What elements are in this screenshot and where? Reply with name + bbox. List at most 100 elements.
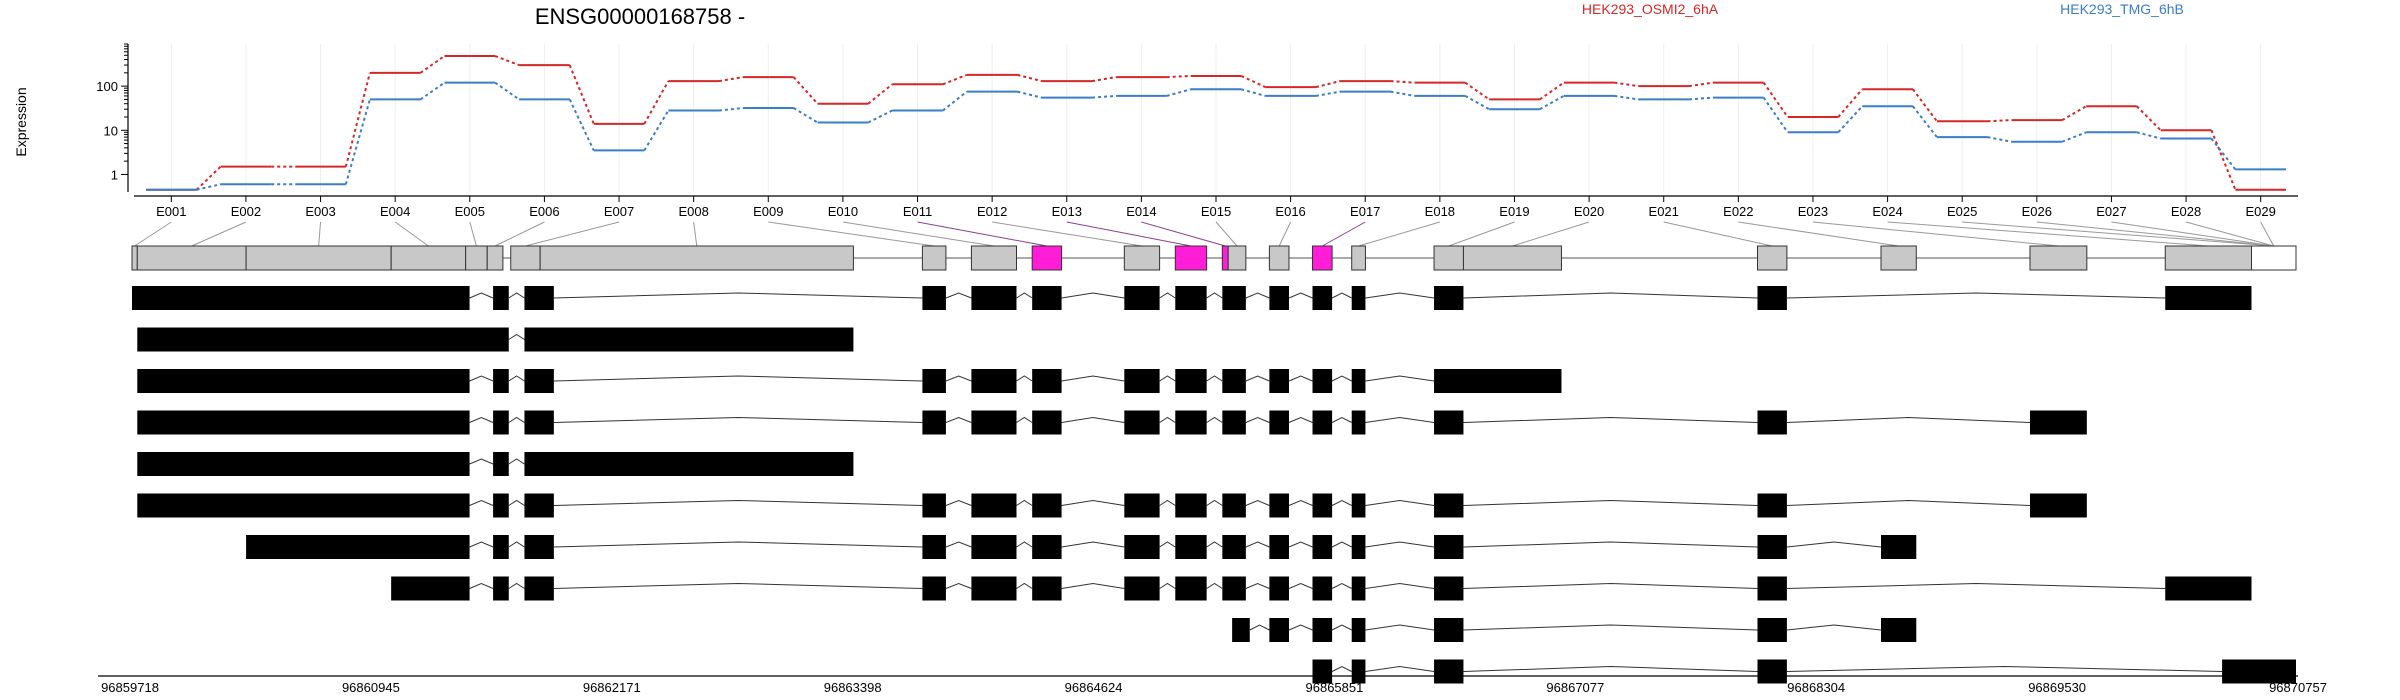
expression-transition — [1539, 95, 1565, 111]
expression-transition — [1987, 119, 2012, 123]
genomic-coordinate-label: 96864624 — [1065, 680, 1123, 695]
expression-transition — [1166, 74, 1191, 79]
intron-line — [1288, 292, 1313, 299]
exon-label: E016 — [1275, 204, 1305, 219]
expression-transition — [1241, 88, 1266, 97]
intron-line — [1365, 582, 1435, 589]
exon-connector — [1738, 221, 1899, 247]
transcript-track-5 — [137, 493, 2087, 518]
transcript-exon — [1312, 535, 1333, 559]
intron-line — [1331, 541, 1352, 548]
expression-transition — [792, 76, 819, 105]
exon-label: E003 — [305, 204, 335, 219]
expression-transition — [2061, 131, 2087, 143]
exon-bin — [2251, 245, 2297, 271]
transcript-exon — [1351, 410, 1366, 435]
transcript-exon — [524, 576, 554, 601]
transcript-exon — [1032, 369, 1062, 393]
intron-line — [1159, 541, 1176, 548]
exon-axis: E001 E002 E003 E004 E005 E006 E007 E008 E009 E010… — [134, 195, 2298, 219]
transcript-exon — [137, 327, 509, 352]
expression-transition — [1614, 94, 1639, 101]
transcript-exon — [1434, 286, 1464, 310]
transcript-exon — [493, 576, 509, 601]
transcript-exon — [1757, 493, 1787, 518]
intron-line — [945, 499, 972, 506]
expression-transition — [494, 55, 520, 67]
transcript-exon — [2029, 410, 2087, 435]
transcript-exon — [137, 410, 470, 435]
transcript-exon — [246, 535, 470, 559]
expression-transition — [2136, 105, 2162, 131]
transcript-exon — [524, 535, 554, 559]
exon-label: E008 — [678, 204, 708, 219]
exon-bin — [1462, 245, 1562, 271]
exon-bin — [1433, 245, 1464, 271]
exon-bin — [136, 245, 247, 271]
intron-line — [1206, 375, 1223, 382]
intron-line — [1159, 499, 1176, 506]
exon-connector — [1358, 221, 1441, 247]
expression-transition — [867, 109, 893, 124]
intron-line — [1249, 624, 1270, 631]
exon-bin — [970, 245, 1017, 271]
transcript-exon — [493, 410, 509, 435]
intron-line — [1159, 375, 1176, 382]
intron-line — [1206, 541, 1223, 548]
exon-bin — [1174, 245, 1208, 271]
transcript-exon — [391, 576, 470, 601]
exon-connector — [1066, 221, 1192, 247]
exon-bin — [1227, 245, 1247, 271]
transcript-track-9 — [1312, 659, 2296, 684]
transcript-exon — [137, 452, 470, 476]
series-line-0 — [146, 55, 2286, 191]
transcript-exon — [1269, 369, 1289, 393]
intron-line — [469, 499, 494, 506]
transcript-exon — [493, 286, 509, 310]
exon-connector — [318, 221, 322, 247]
transcript-exon — [1222, 286, 1246, 310]
legend-entry-tmg: HEK293_TMG_6hB — [2060, 1, 2184, 17]
intron-line — [1331, 624, 1352, 631]
exon-label: E029 — [2246, 204, 2276, 219]
intron-line — [508, 582, 525, 589]
expression-transition — [1837, 88, 1864, 118]
intron-line — [1365, 541, 1435, 548]
intron-line — [1786, 582, 2166, 589]
intron-line — [1331, 292, 1352, 299]
chart-title: ENSG00000168758 - — [535, 4, 745, 29]
transcript-exon — [1351, 369, 1366, 393]
genomic-coordinate-label: 96868304 — [1787, 680, 1845, 695]
transcript-exon — [2029, 493, 2087, 518]
intron-line — [1365, 665, 1435, 672]
transcript-exon — [1312, 369, 1333, 393]
transcript-exon — [1757, 576, 1787, 601]
intron-line — [945, 541, 972, 548]
expression-transition — [1315, 90, 1341, 97]
exon-label: E017 — [1350, 204, 1380, 219]
transcript-exon — [971, 286, 1017, 310]
exon-connector — [2185, 221, 2274, 247]
transcript-track-0 — [132, 286, 2252, 310]
expression-transition — [1091, 94, 1117, 99]
intron-line — [553, 292, 923, 299]
intron-line — [508, 458, 525, 465]
exon-connector — [917, 221, 1047, 247]
intron-line — [1288, 541, 1313, 548]
y-axis-label: Expression — [13, 87, 29, 156]
transcript-exon — [1175, 286, 1207, 310]
transcript-exon — [922, 286, 946, 310]
genomic-coordinate-label: 96859718 — [101, 680, 159, 695]
transcript-exon — [1175, 410, 1207, 435]
transcript-exon — [1351, 618, 1366, 642]
genomic-coordinate-label: 96869530 — [2028, 680, 2086, 695]
genomic-axis: 96859718 96860945 96862171 96863398 96864624… — [98, 675, 2327, 695]
intron-line — [1061, 375, 1125, 382]
exon-label: E010 — [828, 204, 858, 219]
intron-line — [1288, 499, 1313, 506]
exon-connector — [525, 221, 620, 247]
exon-connector — [2260, 221, 2275, 247]
intron-line — [508, 541, 525, 548]
expression-transition — [1987, 136, 2012, 143]
